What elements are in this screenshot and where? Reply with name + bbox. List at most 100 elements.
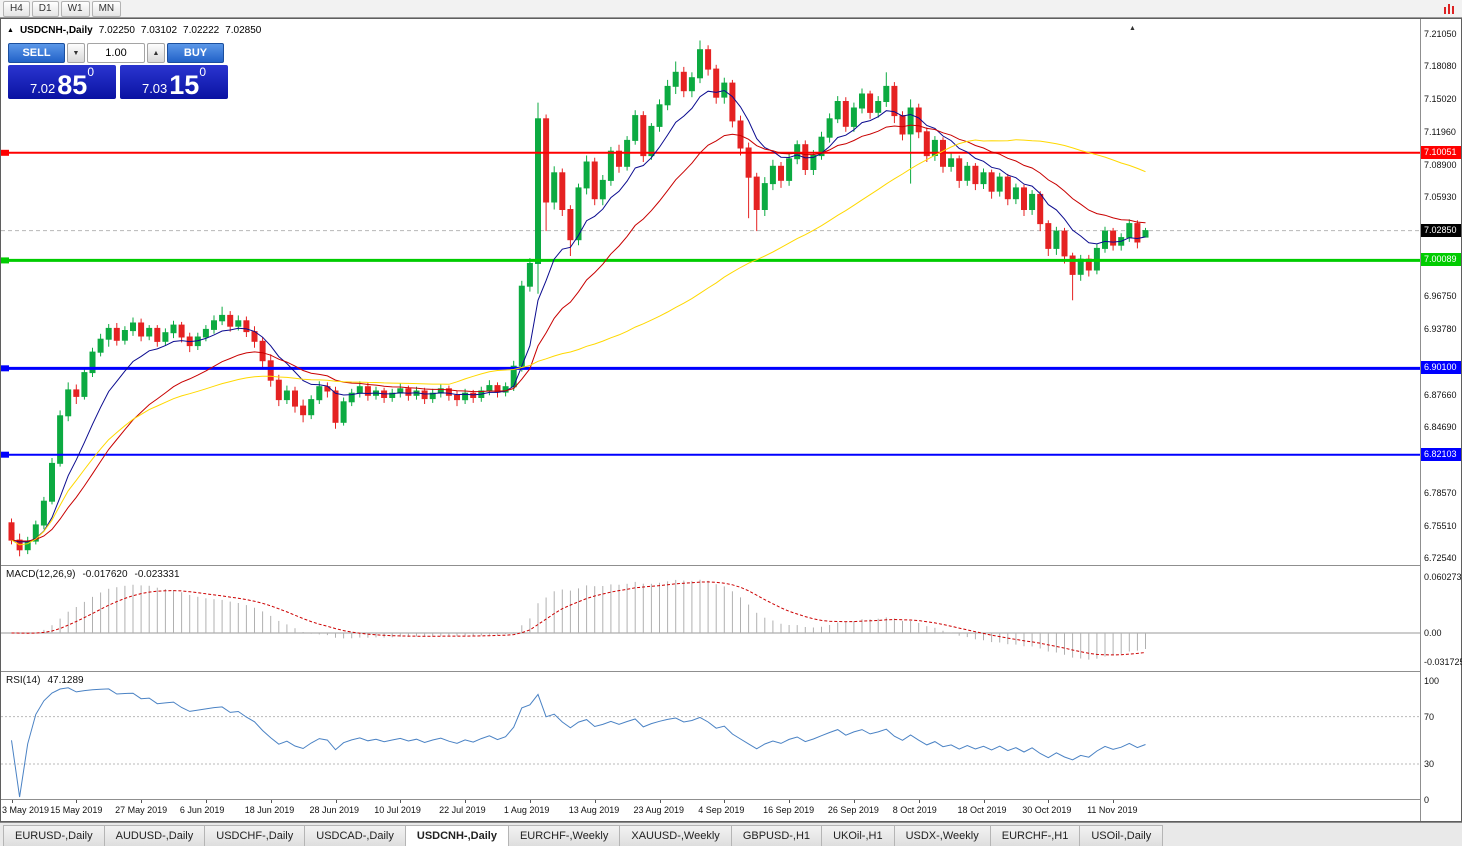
candle [591,161,598,200]
symbol-tab[interactable]: EURCHF-,H1 [989,825,1081,846]
candle [49,462,55,502]
candle [130,322,136,332]
date-tick-mark [465,800,467,803]
chart-shift-marker-icon[interactable]: ▲ [1129,25,1136,32]
date-label: 30 Oct 2019 [1022,805,1072,815]
candle [405,388,412,396]
candle [227,314,234,327]
symbol-tab[interactable]: XAUUSD-,Weekly [619,825,732,846]
buy-price-point: 0 [199,65,207,79]
symbol-tab[interactable]: EURCHF-,Weekly [507,825,621,846]
candle [462,392,469,401]
candle [454,394,460,401]
date-label: 6 Jun 2019 [179,805,225,815]
sell-button[interactable]: SELL [8,43,65,63]
macd-signal-value: -0.023331 [134,569,180,580]
date-tick-mark [270,800,272,803]
sell-price-point: 0 [87,65,95,79]
date-label: 8 Oct 2019 [892,805,937,815]
candle [526,263,533,287]
price-axis[interactable]: 7.21050 7.18080 7.15020 7.11960 7.08900 7.059… [1421,19,1462,821]
candle [664,85,671,106]
candle [996,176,1003,192]
symbol-tab[interactable]: USOil-,Daily [1079,825,1164,846]
volume-input[interactable] [87,43,145,63]
macd-panel[interactable] [1,567,1420,671]
candle [1069,255,1076,275]
candle [292,390,298,407]
candle [867,93,874,113]
one-click-trading-widget: SELL ▼ ▲ BUY 7.02 85 0 7.03 15 0 [8,43,232,99]
buy-price-panel[interactable]: 7.03 15 0 [120,65,228,99]
date-axis[interactable]: 3 May 2019 15 May 2019 27 May 2019 6 Jun 20… [1,800,1420,820]
buy-button[interactable]: BUY [167,43,224,63]
date-label: 11 Nov 2019 [1087,805,1138,815]
price-chart[interactable] [1,23,1420,565]
timeframe-h4-button[interactable]: H4 [3,0,30,17]
rsi-value: 47.1289 [47,675,84,686]
date-label: 27 May 2019 [115,805,168,815]
candle [1134,223,1141,243]
date-label: 22 Jul 2019 [439,805,486,815]
candle [340,401,347,423]
symbol-tab[interactable]: USDCAD-,Daily [304,825,406,846]
moving-average-line [11,139,1146,546]
date-tick-mark [529,800,531,803]
candle [486,385,493,392]
timeframe-toolbar: H4 D1 W1 MN [0,0,1462,18]
symbol-tab[interactable]: USDX-,Weekly [893,825,991,846]
axis-tick-label: 7.18080 [1424,61,1457,72]
sell-price-panel[interactable]: 7.02 85 0 [8,65,116,99]
timeframe-w1-button[interactable]: W1 [60,0,90,17]
symbol-tab[interactable]: AUDUSD-,Daily [103,825,206,846]
timeframe-mn-button[interactable]: MN [91,0,122,17]
symbol-tab[interactable]: GBPUSD-,H1 [730,825,823,846]
symbol-tab[interactable]: USDCNH-,Daily [404,825,509,846]
rsi-panel[interactable] [1,673,1420,799]
price-flag: 7.10051 [1421,145,1461,159]
date-label: 10 Jul 2019 [374,805,421,815]
candle [1110,230,1117,246]
candle [891,85,898,117]
axis-tick-label: 7.21050 [1424,29,1457,39]
candle [640,115,647,157]
date-tick-mark [853,800,855,803]
candle [769,165,776,185]
candle [219,314,226,322]
chart-icon[interactable] [1443,3,1455,15]
rsi-label: RSI(14) 47.1289 [6,675,84,686]
line-anchor-marker [1,149,9,156]
axis-tick-label: 6.87660 [1424,389,1457,400]
axis-tick-label: 6.96750 [1424,291,1457,302]
axis-tick-label: 0.00 [1424,628,1442,638]
date-label: 4 Sep 2019 [698,805,745,815]
date-label: 13 Aug 2019 [568,805,620,815]
volume-dropdown-button[interactable]: ▼ [67,43,85,63]
symbol-tab[interactable]: USDCHF-,Daily [204,825,306,846]
price-flag: 6.90100 [1421,361,1461,375]
date-label: 3 May 2019 [2,805,50,815]
candle [275,379,282,401]
axis-tick-label: 30 [1424,759,1435,770]
candle [73,389,80,397]
symbol-tab[interactable]: UKOil-,H1 [821,825,895,846]
candle [697,49,703,79]
panel-splitter[interactable] [1,565,1459,566]
candle [964,165,971,181]
candle [356,386,363,394]
candle [316,386,323,401]
chart-title: ▲ USDCNH-,Daily 7.02250 7.03102 7.02222 … [7,25,261,36]
date-tick-mark [76,800,78,803]
timeframe-d1-button[interactable]: D1 [31,0,59,17]
panel-splitter [1,799,1459,800]
date-tick-mark [724,800,726,803]
candle [713,68,720,98]
symbol-tab[interactable]: EURUSD-,Daily [3,825,105,846]
candle [988,172,995,192]
candle [753,176,760,211]
volume-up-button[interactable]: ▲ [147,43,165,63]
candle [616,150,622,167]
axis-tick-label: 100 [1424,676,1440,686]
macd-name: MACD(12,26,9) [6,569,76,580]
panel-splitter[interactable] [1,671,1459,672]
